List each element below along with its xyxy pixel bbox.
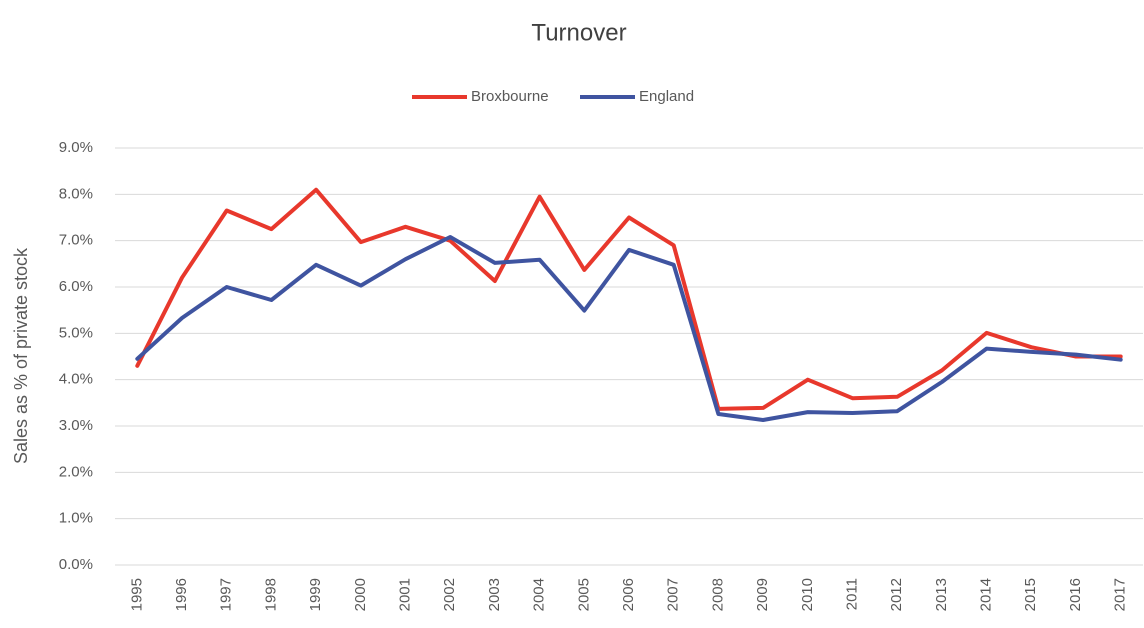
x-tick-label: 2003 <box>486 578 503 611</box>
x-tick-label: 2008 <box>709 578 726 611</box>
x-tick-label: 2011 <box>843 578 860 610</box>
x-tick-label: 2017 <box>1112 578 1129 611</box>
x-tick-label: 1997 <box>218 578 235 611</box>
x-tick-label: 1998 <box>262 578 279 611</box>
x-tick-label: 1999 <box>307 578 324 611</box>
series-line <box>135 187 1123 411</box>
x-tick-label: 2005 <box>575 578 592 611</box>
y-tick-label: 8.0% <box>59 185 93 202</box>
y-tick-label: 9.0% <box>59 139 93 156</box>
y-tick-label: 3.0% <box>59 417 93 434</box>
y-tick-label: 2.0% <box>59 463 93 480</box>
x-tick-label: 1995 <box>128 578 145 611</box>
y-tick-label: 4.0% <box>59 371 93 388</box>
x-tick-label: 2007 <box>665 578 682 611</box>
x-tick-label: 2002 <box>441 578 458 611</box>
y-tick-label: 1.0% <box>59 510 93 527</box>
series-line <box>135 235 1123 422</box>
x-tick-label: 2004 <box>531 578 548 611</box>
x-tick-label: 2016 <box>1067 578 1084 611</box>
y-tick-label: 0.0% <box>59 556 93 573</box>
y-tick-label: 5.0% <box>59 324 93 341</box>
y-axis-title: Sales as % of private stock <box>11 247 31 464</box>
chart-title: Turnover <box>531 19 626 46</box>
x-tick-label: 2012 <box>888 578 905 611</box>
y-tick-label: 6.0% <box>59 278 93 295</box>
legend-label: Broxbourne <box>471 88 549 105</box>
x-tick-label: 1996 <box>173 578 190 611</box>
legend-label: England <box>639 88 694 105</box>
x-tick-label: 2006 <box>620 578 637 611</box>
x-tick-label: 2009 <box>754 578 771 611</box>
y-tick-label: 7.0% <box>59 232 93 249</box>
x-tick-label: 2001 <box>396 578 413 611</box>
x-tick-label: 2013 <box>933 578 950 611</box>
x-tick-label: 2014 <box>978 578 995 611</box>
x-tick-label: 2015 <box>1022 578 1039 611</box>
x-tick-label: 2010 <box>799 578 816 611</box>
x-tick-label: 2000 <box>352 578 369 611</box>
